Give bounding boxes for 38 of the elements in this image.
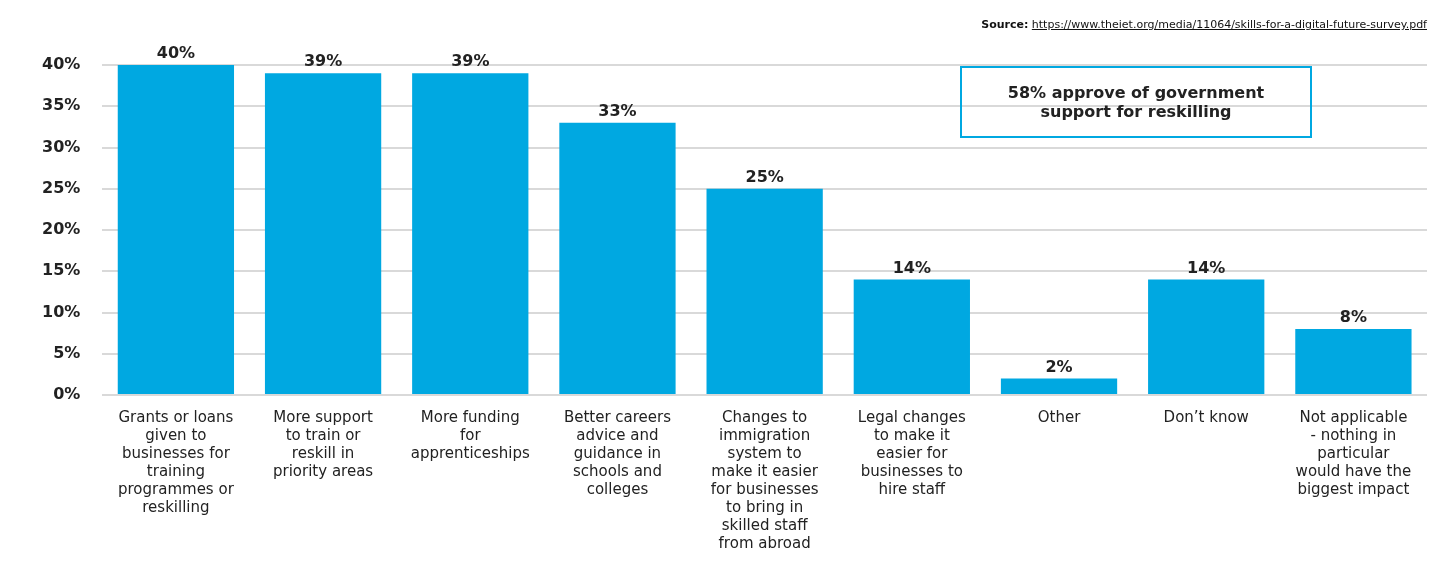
- data-label: 14%: [1187, 257, 1226, 277]
- annotation: 58% approve of government support for reskilling: [960, 66, 1312, 138]
- x-tick-label: Better careers advice and guidance in schools and colleges: [563, 407, 672, 498]
- x-tick-label: Changes to immigration system to make it easier for businesses to bring in skilled staff from abroad: [710, 407, 819, 552]
- bar: [117, 65, 235, 394]
- y-tick-label: 20%: [42, 219, 81, 239]
- bar: [706, 188, 823, 394]
- data-label: 33%: [598, 100, 637, 120]
- data-label: 2%: [1045, 356, 1073, 376]
- bar: [412, 73, 529, 394]
- y-tick-label: 35%: [42, 95, 81, 115]
- bar: [264, 73, 382, 394]
- y-tick-label: 0%: [53, 384, 81, 404]
- y-tick-label: 5%: [53, 342, 81, 362]
- data-label: 14%: [892, 257, 931, 277]
- data-label: 39%: [303, 51, 343, 71]
- x-tick-label: Legal changes to make it easier for businesses to hire staff: [857, 407, 967, 498]
- data-label: 8%: [1339, 307, 1367, 327]
- x-tick-label: Don’t know: [1163, 407, 1249, 426]
- y-tick-label: 10%: [42, 301, 81, 321]
- bar: [853, 279, 970, 394]
- x-tick-label: Not applicable - nothing in particular would have the biggest impact: [1295, 407, 1412, 498]
- x-tick-label: More support to train or reskill in priority areas: [272, 407, 374, 480]
- y-tick-label: 30%: [42, 136, 81, 156]
- data-label: 40%: [156, 43, 196, 63]
- bar: [559, 122, 676, 394]
- x-tick-label: Other: [1037, 407, 1082, 426]
- bar: [1295, 329, 1412, 394]
- source-note: Source: https://www.theiet.org/media/11064/skills-for-a-digital-future-survey.pdf: [981, 18, 1427, 31]
- y-tick-label: 15%: [42, 260, 81, 280]
- x-tick-label: Grants or loans given to businesses for training programmes or reskilling: [117, 407, 235, 516]
- bar: [1148, 279, 1265, 394]
- y-tick-label: 40%: [42, 54, 81, 74]
- data-label: 39%: [451, 51, 490, 71]
- y-tick-label: 25%: [42, 177, 81, 197]
- bar: [1000, 378, 1118, 394]
- x-tick-label: More funding for apprenticeships: [410, 407, 531, 462]
- data-label: 25%: [745, 166, 784, 186]
